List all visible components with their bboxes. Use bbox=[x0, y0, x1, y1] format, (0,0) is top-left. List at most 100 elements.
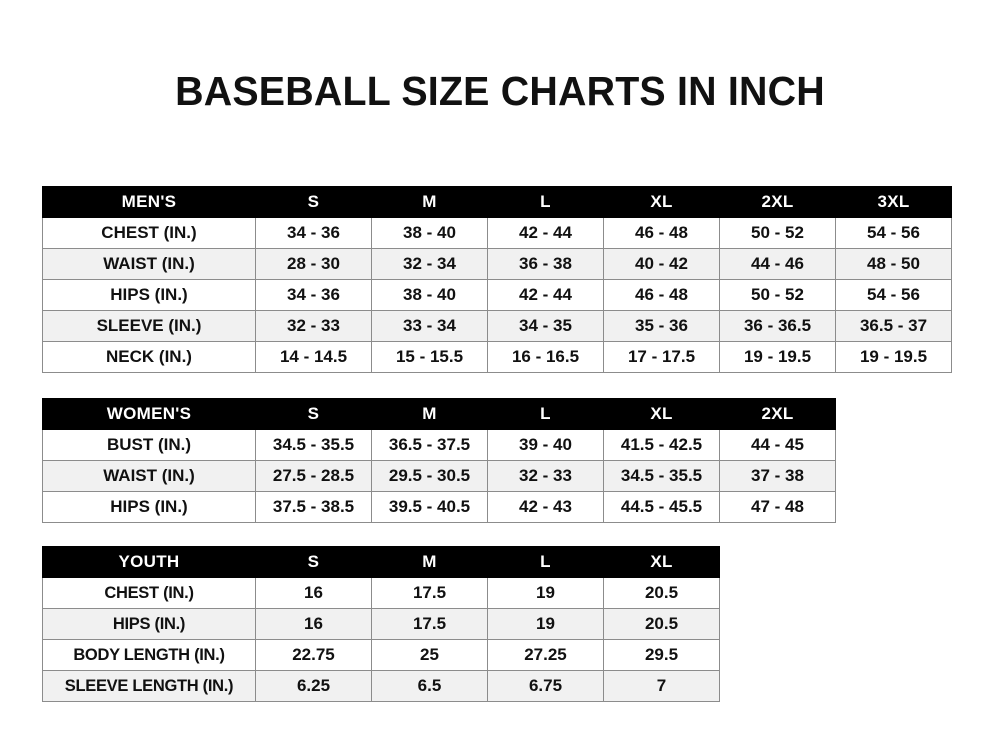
cell-value: 20.5 bbox=[603, 608, 720, 640]
womens-header-xl: XL bbox=[603, 398, 720, 430]
cell-value: 32 - 34 bbox=[371, 248, 488, 280]
mens-header-2xl: 2XL bbox=[719, 186, 836, 218]
row-label: BUST (IN.) bbox=[42, 429, 256, 461]
cell-value: 36.5 - 37 bbox=[835, 310, 952, 342]
cell-value: 34 - 35 bbox=[487, 310, 604, 342]
womens-table-body: BUST (IN.) 34.5 - 35.5 36.5 - 37.5 39 - … bbox=[42, 429, 836, 523]
womens-size-table: WOMEN'S S M L XL 2XL BUST (IN.) 34.5 - 3… bbox=[42, 398, 836, 523]
table-header-row: WOMEN'S S M L XL 2XL bbox=[42, 398, 836, 430]
cell-value: 34.5 - 35.5 bbox=[603, 460, 720, 492]
table-row: WAIST (IN.) 28 - 30 32 - 34 36 - 38 40 -… bbox=[42, 248, 952, 280]
cell-value: 17 - 17.5 bbox=[603, 341, 720, 373]
table-row: SLEEVE (IN.) 32 - 33 33 - 34 34 - 35 35 … bbox=[42, 310, 952, 342]
table-row: HIPS (IN.) 34 - 36 38 - 40 42 - 44 46 - … bbox=[42, 279, 952, 311]
mens-header-category: MEN'S bbox=[42, 186, 256, 218]
table-row: CHEST (IN.) 16 17.5 19 20.5 bbox=[42, 577, 720, 609]
cell-value: 6.75 bbox=[487, 670, 604, 702]
womens-table-header: WOMEN'S S M L XL 2XL bbox=[42, 398, 836, 430]
youth-table-body: CHEST (IN.) 16 17.5 19 20.5 HIPS (IN.) 1… bbox=[42, 577, 720, 702]
cell-value: 6.5 bbox=[371, 670, 488, 702]
cell-value: 54 - 56 bbox=[835, 279, 952, 311]
cell-value: 39.5 - 40.5 bbox=[371, 491, 488, 523]
cell-value: 36 - 38 bbox=[487, 248, 604, 280]
cell-value: 34 - 36 bbox=[255, 217, 372, 249]
cell-value: 17.5 bbox=[371, 577, 488, 609]
cell-value: 42 - 43 bbox=[487, 491, 604, 523]
row-label: HIPS (IN.) bbox=[42, 608, 256, 640]
cell-value: 50 - 52 bbox=[719, 217, 836, 249]
cell-value: 27.5 - 28.5 bbox=[255, 460, 372, 492]
cell-value: 50 - 52 bbox=[719, 279, 836, 311]
table-row: BODY LENGTH (IN.) 22.75 25 27.25 29.5 bbox=[42, 639, 720, 671]
table-row: BUST (IN.) 34.5 - 35.5 36.5 - 37.5 39 - … bbox=[42, 429, 836, 461]
cell-value: 16 bbox=[255, 608, 372, 640]
cell-value: 22.75 bbox=[255, 639, 372, 671]
youth-table-header: YOUTH S M L XL bbox=[42, 546, 720, 578]
cell-value: 34 - 36 bbox=[255, 279, 372, 311]
womens-header-s: S bbox=[255, 398, 372, 430]
table-row: WAIST (IN.) 27.5 - 28.5 29.5 - 30.5 32 -… bbox=[42, 460, 836, 492]
cell-value: 46 - 48 bbox=[603, 279, 720, 311]
cell-value: 15 - 15.5 bbox=[371, 341, 488, 373]
mens-header-m: M bbox=[371, 186, 488, 218]
mens-header-3xl: 3XL bbox=[835, 186, 952, 218]
cell-value: 7 bbox=[603, 670, 720, 702]
table-row: HIPS (IN.) 16 17.5 19 20.5 bbox=[42, 608, 720, 640]
cell-value: 27.25 bbox=[487, 639, 604, 671]
cell-value: 29.5 bbox=[603, 639, 720, 671]
table-header-row: YOUTH S M L XL bbox=[42, 546, 720, 578]
cell-value: 44 - 45 bbox=[719, 429, 836, 461]
row-label: HIPS (IN.) bbox=[42, 491, 256, 523]
womens-header-l: L bbox=[487, 398, 604, 430]
page-title: BASEBALL SIZE CHARTS IN INCH bbox=[175, 68, 825, 114]
youth-header-xl: XL bbox=[603, 546, 720, 578]
cell-value: 44 - 46 bbox=[719, 248, 836, 280]
row-label: NECK (IN.) bbox=[42, 341, 256, 373]
cell-value: 42 - 44 bbox=[487, 217, 604, 249]
youth-header-category: YOUTH bbox=[42, 546, 256, 578]
cell-value: 37 - 38 bbox=[719, 460, 836, 492]
row-label: SLEEVE LENGTH (IN.) bbox=[42, 670, 256, 702]
cell-value: 34.5 - 35.5 bbox=[255, 429, 372, 461]
womens-header-m: M bbox=[371, 398, 488, 430]
table-header-row: MEN'S S M L XL 2XL 3XL bbox=[42, 186, 952, 218]
mens-table-body: CHEST (IN.) 34 - 36 38 - 40 42 - 44 46 -… bbox=[42, 217, 952, 373]
cell-value: 14 - 14.5 bbox=[255, 341, 372, 373]
cell-value: 19 - 19.5 bbox=[835, 341, 952, 373]
youth-size-table: YOUTH S M L XL CHEST (IN.) 16 17.5 19 20… bbox=[42, 546, 720, 702]
cell-value: 36 - 36.5 bbox=[719, 310, 836, 342]
cell-value: 17.5 bbox=[371, 608, 488, 640]
table-row: CHEST (IN.) 34 - 36 38 - 40 42 - 44 46 -… bbox=[42, 217, 952, 249]
youth-header-l: L bbox=[487, 546, 604, 578]
cell-value: 54 - 56 bbox=[835, 217, 952, 249]
mens-header-xl: XL bbox=[603, 186, 720, 218]
row-label: CHEST (IN.) bbox=[42, 577, 256, 609]
mens-size-table: MEN'S S M L XL 2XL 3XL CHEST (IN.) 34 - … bbox=[42, 186, 952, 373]
cell-value: 29.5 - 30.5 bbox=[371, 460, 488, 492]
cell-value: 25 bbox=[371, 639, 488, 671]
cell-value: 19 bbox=[487, 577, 604, 609]
table-row: SLEEVE LENGTH (IN.) 6.25 6.5 6.75 7 bbox=[42, 670, 720, 702]
mens-header-s: S bbox=[255, 186, 372, 218]
cell-value: 38 - 40 bbox=[371, 217, 488, 249]
cell-value: 39 - 40 bbox=[487, 429, 604, 461]
cell-value: 19 bbox=[487, 608, 604, 640]
cell-value: 19 - 19.5 bbox=[719, 341, 836, 373]
cell-value: 32 - 33 bbox=[487, 460, 604, 492]
cell-value: 38 - 40 bbox=[371, 279, 488, 311]
row-label: WAIST (IN.) bbox=[42, 248, 256, 280]
row-label: SLEEVE (IN.) bbox=[42, 310, 256, 342]
cell-value: 28 - 30 bbox=[255, 248, 372, 280]
youth-header-s: S bbox=[255, 546, 372, 578]
cell-value: 42 - 44 bbox=[487, 279, 604, 311]
cell-value: 36.5 - 37.5 bbox=[371, 429, 488, 461]
youth-header-m: M bbox=[371, 546, 488, 578]
cell-value: 37.5 - 38.5 bbox=[255, 491, 372, 523]
cell-value: 46 - 48 bbox=[603, 217, 720, 249]
cell-value: 32 - 33 bbox=[255, 310, 372, 342]
row-label: WAIST (IN.) bbox=[42, 460, 256, 492]
row-label: BODY LENGTH (IN.) bbox=[42, 639, 256, 671]
cell-value: 33 - 34 bbox=[371, 310, 488, 342]
cell-value: 40 - 42 bbox=[603, 248, 720, 280]
womens-header-2xl: 2XL bbox=[719, 398, 836, 430]
